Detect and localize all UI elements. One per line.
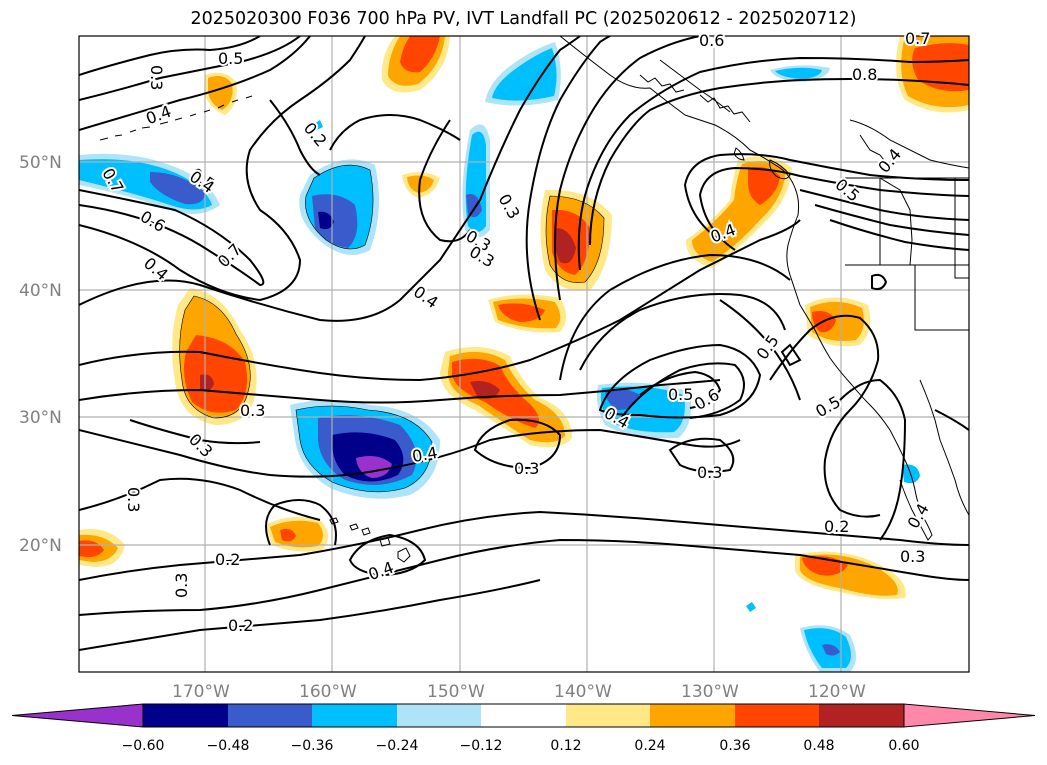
pv-blob-positive: [270, 520, 323, 548]
pv-contours: [79, 36, 969, 651]
colorbar-tick-label: −0.24: [376, 738, 419, 754]
contour-label: 0.3: [514, 459, 539, 478]
contour-label: 0.3: [900, 547, 925, 566]
contour-label: 0.3: [697, 463, 722, 482]
lon-axis: 170°W 160°W 150°W 140°W 130°W 120°W: [172, 682, 866, 702]
colorbar-tick-label: 0.24: [634, 738, 665, 754]
colorbar-bin: [650, 704, 735, 727]
contour-label: 0.2: [215, 550, 240, 569]
pv-blob-positive: [200, 374, 214, 392]
contour-label: 0.5: [668, 385, 693, 404]
pv-blob-positive: [498, 303, 545, 322]
colorbar-bin: [397, 704, 481, 727]
lon-label: 150°W: [427, 682, 485, 702]
colorbar-tick-label: 0.60: [888, 738, 919, 754]
lon-label: 140°W: [554, 682, 612, 702]
contour-label: 0.7: [905, 29, 930, 48]
lat-label: 30°N: [19, 408, 62, 428]
contour-label: 0.6: [699, 31, 724, 50]
contour-label: 0.3: [172, 573, 191, 598]
colorbar-tick-label: 0.12: [550, 738, 581, 754]
lat-label: 40°N: [19, 281, 62, 301]
pv-blob-positive: [208, 76, 233, 110]
pv-blob-positive: [400, 36, 440, 73]
lat-label: 50°N: [19, 153, 62, 173]
colorbar-tick-label: 0.48: [803, 738, 834, 754]
coastlines: [99, 36, 969, 563]
pv-blob-positive: [912, 43, 969, 92]
colorbar-tick-label: 0.36: [719, 738, 750, 754]
colorbar-tick-label: −0.48: [207, 738, 250, 754]
contour-label: 0.2: [824, 517, 849, 536]
pv-blob-negative: [775, 67, 822, 79]
colorbar-tick-label: −0.12: [460, 738, 503, 754]
pv-blob-negative: [492, 48, 557, 101]
pv-blob-positive: [748, 167, 780, 205]
map-title: 2025020300 F036 700 hPa PV, IVT Landfall…: [190, 9, 857, 29]
colorbar-bin: [481, 704, 566, 727]
colorbar-bin: [819, 704, 904, 727]
colorbar-tick-label: −0.60: [122, 738, 165, 754]
lon-label: 120°W: [808, 682, 866, 702]
lat-axis: 50°N 40°N 30°N 20°N: [19, 153, 62, 556]
colorbar-min-extend: [11, 703, 144, 728]
lon-label: 170°W: [172, 682, 230, 702]
lat-label: 20°N: [19, 536, 62, 556]
contour-label: 0.3: [240, 401, 265, 420]
pv-fill-layer: [79, 36, 969, 672]
lon-label: 160°W: [299, 682, 357, 702]
colorbar-bin: [312, 704, 397, 727]
pv-blob-negative: [466, 194, 482, 218]
pv-blob-negative: [746, 602, 756, 612]
contour-label: 0.3: [147, 65, 166, 90]
pv-blob-positive: [280, 528, 296, 542]
graticule: [79, 36, 969, 672]
pv-blob-negative: [318, 211, 334, 230]
colorbar-ticks: −0.60 −0.48 −0.36 −0.24 −0.12 0.12 0.24 …: [122, 738, 920, 754]
contour-label: 0.3: [124, 487, 143, 512]
colorbar-bin: [143, 704, 228, 727]
contour-label: 0.8: [852, 65, 877, 84]
pv-blob-negative: [150, 172, 205, 205]
colorbar-bin: [228, 704, 312, 727]
colorbar-max-extend: [903, 703, 1036, 728]
pv-fill-outlines: [179, 164, 605, 493]
pv-blob-positive: [470, 381, 500, 399]
pv-blob-positive: [555, 228, 576, 264]
map-frame: [78, 35, 970, 673]
colorbar-tick-label: −0.36: [291, 738, 334, 754]
colorbar-bin: [735, 704, 819, 727]
pv-blob-negative: [314, 120, 323, 130]
lon-label: 130°W: [681, 682, 739, 702]
pv-blob-negative: [822, 644, 840, 656]
colorbar: −0.60 −0.48 −0.36 −0.24 −0.12 0.12 0.24 …: [11, 703, 1036, 754]
pv-blob-negative: [312, 194, 358, 248]
contour-label: 0.2: [228, 616, 253, 635]
contour-label: 0.5: [218, 49, 243, 68]
colorbar-bin: [566, 704, 650, 727]
